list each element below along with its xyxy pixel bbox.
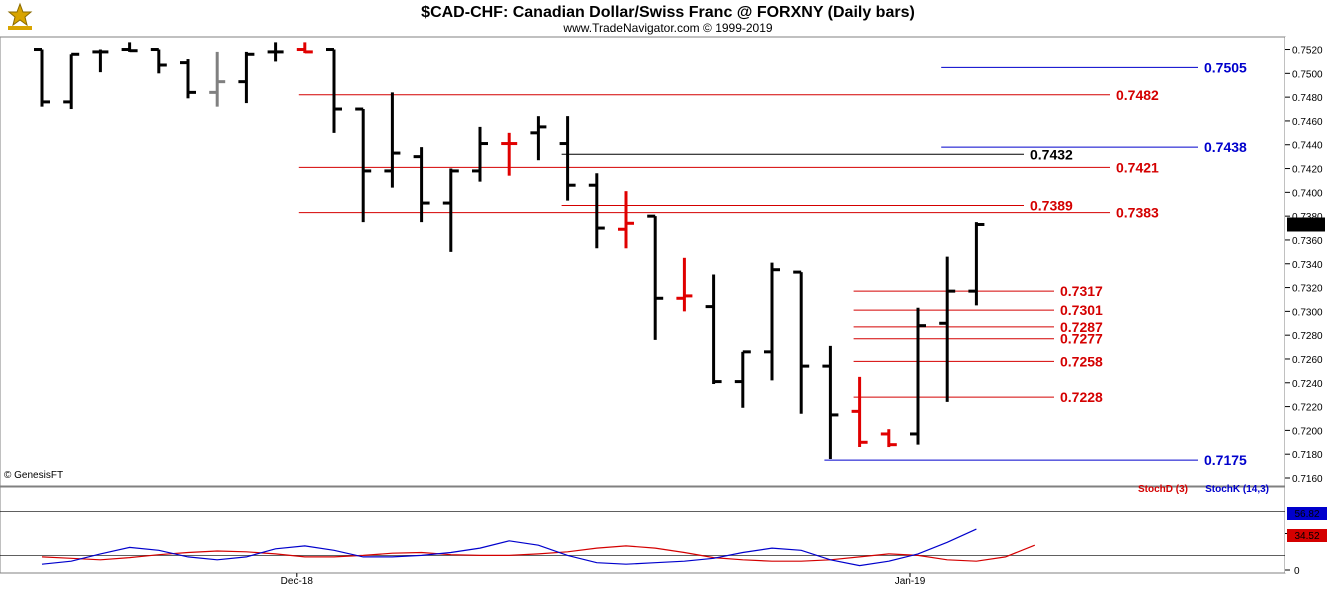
price-tick-label: 0.7300 xyxy=(1292,307,1323,318)
ohlc-bar xyxy=(910,307,926,445)
price-tick-label: 0.7400 xyxy=(1292,188,1323,199)
price-tick-label: 0.7480 xyxy=(1292,93,1323,104)
last-price-label: 0.7373 xyxy=(1291,221,1322,232)
ohlc-bar xyxy=(851,376,868,448)
ohlc-bar xyxy=(559,116,576,201)
price-bars xyxy=(34,42,985,459)
indicator-tick-label: 0 xyxy=(1294,566,1300,577)
stochastic-series-line xyxy=(41,544,1036,562)
ohlc-bar xyxy=(647,214,664,340)
price-tick-label: 0.7160 xyxy=(1292,474,1323,485)
price-tick-label: 0.7360 xyxy=(1292,236,1323,247)
price-tick-label: 0.7420 xyxy=(1292,165,1323,176)
chart-subtitle: www.TradeNavigator.com © 1999-2019 xyxy=(562,21,772,35)
price-tick-label: 0.7440 xyxy=(1292,141,1323,152)
level-label: 0.7505 xyxy=(1204,59,1247,75)
ohlc-bar xyxy=(238,51,255,104)
level-label: 0.7438 xyxy=(1204,139,1247,155)
price-panel xyxy=(0,36,1286,487)
stochd-last-marker: 34.52 xyxy=(1287,529,1327,542)
chart-title: $CAD-CHF: Canadian Dollar/Swiss Franc @ … xyxy=(421,4,915,21)
ohlc-bar xyxy=(180,59,196,99)
date-axis: Dec-18 Jan-19 xyxy=(281,573,926,587)
last-price-marker: 0.7373 xyxy=(1287,217,1325,232)
level-label: 0.7389 xyxy=(1030,197,1073,213)
ohlc-bar xyxy=(384,92,401,188)
ohlc-bar xyxy=(793,270,810,414)
price-tick-label: 0.7180 xyxy=(1292,450,1323,461)
ohlc-bar xyxy=(442,168,459,252)
indicator-panel xyxy=(0,486,1286,574)
price-tick-label: 0.7500 xyxy=(1292,69,1323,80)
legend-stochd: StochD (3) xyxy=(1138,484,1188,495)
ohlc-bar xyxy=(764,262,780,381)
level-label: 0.7432 xyxy=(1030,146,1073,162)
ohlc-bar xyxy=(150,48,167,74)
ohlc-bar xyxy=(92,49,109,73)
ohlc-bar xyxy=(209,51,226,107)
logo-icon xyxy=(4,2,36,34)
price-tick-label: 0.7280 xyxy=(1292,331,1323,342)
level-label: 0.7258 xyxy=(1060,353,1103,369)
ohlc-bar xyxy=(618,191,634,249)
ohlc-bar xyxy=(676,257,693,312)
ohlc-bar xyxy=(530,116,547,161)
stochk-last-marker: 56.82 xyxy=(1287,507,1327,520)
ohlc-bar xyxy=(705,274,722,384)
level-label: 0.7175 xyxy=(1204,452,1247,468)
ohlc-bar xyxy=(326,48,342,133)
stochastic-series-line xyxy=(41,528,977,567)
ohlc-bar xyxy=(939,256,956,402)
ohlc-bar xyxy=(296,42,313,54)
price-tick-label: 0.7240 xyxy=(1292,379,1323,390)
price-tick-label: 0.7520 xyxy=(1292,46,1323,57)
price-axis xyxy=(1285,37,1336,573)
stochd-last-value: 34.52 xyxy=(1294,531,1319,542)
level-label: 0.7421 xyxy=(1116,159,1159,175)
level-label: 0.7277 xyxy=(1060,331,1103,347)
ohlc-bar xyxy=(588,173,605,249)
level-label: 0.7228 xyxy=(1060,389,1103,405)
ohlc-bar xyxy=(822,345,839,459)
copyright-label: © GenesisFT xyxy=(4,470,63,481)
stochk-last-value: 56.82 xyxy=(1294,509,1319,520)
level-label: 0.7317 xyxy=(1060,283,1103,299)
date-tick-label: Jan-19 xyxy=(895,576,926,587)
ohlc-bar xyxy=(121,42,138,53)
ohlc-bar xyxy=(34,48,50,107)
legend-stochk: StochK (14,3) xyxy=(1205,484,1269,495)
level-label: 0.7301 xyxy=(1060,302,1103,318)
stochastic-lines xyxy=(0,511,1285,567)
ohlc-bar xyxy=(267,42,284,62)
level-label: 0.7482 xyxy=(1116,87,1159,103)
price-tick-label: 0.7220 xyxy=(1292,403,1323,414)
ohlc-bar xyxy=(472,126,488,182)
ohlc-bar xyxy=(968,222,985,306)
price-tick-label: 0.7340 xyxy=(1292,260,1323,271)
price-tick-label: 0.7320 xyxy=(1292,284,1323,295)
level-label: 0.7287 xyxy=(1060,319,1103,335)
price-tick-label: 0.7460 xyxy=(1292,117,1323,128)
date-tick-label: Dec-18 xyxy=(281,576,314,587)
ohlc-bar xyxy=(501,132,518,176)
ohlc-bar xyxy=(355,107,372,223)
price-tick-label: 0.7260 xyxy=(1292,355,1323,366)
level-label: 0.7383 xyxy=(1116,205,1159,221)
ohlc-bar xyxy=(734,350,751,408)
ohlc-bar xyxy=(413,147,430,223)
ohlc-bar xyxy=(880,429,897,448)
price-tick-label: 0.7200 xyxy=(1292,426,1323,437)
ohlc-bar xyxy=(63,52,80,110)
